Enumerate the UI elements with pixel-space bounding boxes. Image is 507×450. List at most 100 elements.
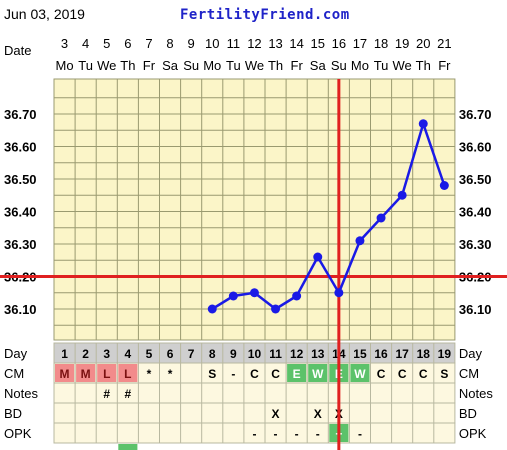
date-label: 11 bbox=[227, 36, 241, 51]
temperature-point bbox=[418, 119, 428, 129]
cm-cell: S bbox=[440, 367, 448, 381]
cycle-day-number: 17 bbox=[395, 347, 409, 361]
weekday-label: Th bbox=[268, 58, 283, 73]
weekday-label: Mo bbox=[351, 58, 369, 73]
cm-cell: C bbox=[250, 367, 259, 381]
y-tick-label-left: 36.70 bbox=[4, 107, 37, 122]
weekday-label: Fr bbox=[291, 58, 304, 73]
notes-cell: # bbox=[125, 387, 132, 401]
cm-cell: C bbox=[271, 367, 280, 381]
temperature-point bbox=[439, 181, 449, 190]
date-label: 4 bbox=[82, 36, 89, 51]
temperature-point bbox=[249, 288, 259, 298]
notes-row bbox=[53, 382, 456, 404]
date-label: 12 bbox=[247, 36, 261, 51]
temperature-point bbox=[228, 291, 238, 301]
date-label: 15 bbox=[311, 36, 325, 51]
temperature-point bbox=[313, 252, 323, 262]
date-label: 3 bbox=[61, 36, 68, 51]
cm-cell: C bbox=[398, 367, 407, 381]
date-label: 18 bbox=[374, 36, 388, 51]
cm-cell: S bbox=[208, 367, 216, 381]
weekday-label: Tu bbox=[374, 58, 389, 73]
cm-row-label-right: CM bbox=[459, 366, 479, 381]
weekday-label: Mo bbox=[56, 58, 74, 73]
day-row-label-right: Day bbox=[459, 346, 483, 361]
date-label: 5 bbox=[103, 36, 110, 51]
cycle-day-number: 10 bbox=[248, 347, 262, 361]
date-label: 20 bbox=[416, 36, 430, 51]
date-label: 8 bbox=[166, 36, 173, 51]
weekday-label: Th bbox=[120, 58, 135, 73]
weekday-label: Tu bbox=[226, 58, 241, 73]
date-label: 7 bbox=[145, 36, 152, 51]
date-label: 16 bbox=[332, 36, 346, 51]
cycle-day-number: 19 bbox=[438, 347, 452, 361]
cycle-day-number: 2 bbox=[82, 347, 89, 361]
weekday-label: Th bbox=[416, 58, 431, 73]
weekday-label: Fr bbox=[438, 58, 451, 73]
cycle-day-number: 4 bbox=[125, 347, 132, 361]
cm-cell-fill bbox=[350, 364, 370, 382]
opk-row-label: OPK bbox=[4, 426, 32, 441]
opk-cell: - bbox=[252, 427, 256, 441]
cycle-day-number: 11 bbox=[269, 347, 282, 361]
cycle-day-number: 15 bbox=[353, 347, 367, 361]
cm-cell: E bbox=[293, 367, 301, 381]
weekday-label: Su bbox=[331, 58, 347, 73]
date-label: 6 bbox=[124, 36, 131, 51]
weekday-label: Sa bbox=[310, 58, 327, 73]
cm-cell: C bbox=[377, 367, 386, 381]
y-tick-label-left: 36.40 bbox=[4, 205, 37, 220]
y-tick-label-left: 36.30 bbox=[4, 237, 37, 252]
weekday-label: Su bbox=[183, 58, 199, 73]
temperature-point bbox=[397, 190, 407, 200]
chart-date: Jun 03, 2019 bbox=[4, 6, 85, 22]
notes-cell: # bbox=[103, 387, 110, 401]
y-tick-label-left: 36.50 bbox=[4, 172, 37, 187]
cycle-day-number: 13 bbox=[311, 347, 325, 361]
opk-row-label-right: OPK bbox=[459, 426, 487, 441]
cycle-day-number: 5 bbox=[146, 347, 153, 361]
date-label: 19 bbox=[395, 36, 409, 51]
notes-row-label: Notes bbox=[4, 386, 38, 401]
cm-cell: * bbox=[168, 367, 173, 381]
cm-cell: * bbox=[147, 367, 152, 381]
date-label: 9 bbox=[188, 36, 195, 51]
y-tick-label-right: 36.30 bbox=[459, 237, 492, 252]
bd-row-label-right: BD bbox=[459, 406, 477, 421]
cm-cell-fill bbox=[97, 364, 117, 382]
cycle-day-number: 16 bbox=[374, 347, 388, 361]
cm-cell-fill bbox=[76, 364, 96, 382]
cm-cell: M bbox=[60, 367, 70, 381]
date-row-label: Date bbox=[4, 43, 31, 58]
cm-cell: L bbox=[103, 367, 110, 381]
temperature-point bbox=[376, 213, 386, 223]
cycle-day-number: 1 bbox=[61, 347, 68, 361]
notes-row-label-right: Notes bbox=[459, 386, 493, 401]
cycle-day-number: 9 bbox=[230, 347, 237, 361]
date-label: 13 bbox=[268, 36, 282, 51]
temperature-point bbox=[271, 304, 281, 314]
y-tick-label-left: 36.60 bbox=[4, 140, 37, 155]
site-logo-text[interactable]: FertilityFriend.com bbox=[180, 7, 350, 23]
cycle-day-number: 12 bbox=[290, 347, 304, 361]
bd-cell: X bbox=[272, 407, 280, 421]
bd-row-label: BD bbox=[4, 406, 22, 421]
date-label: 14 bbox=[289, 36, 303, 51]
opk-cell: - bbox=[316, 427, 320, 441]
opk-cell: - bbox=[295, 427, 299, 441]
weekday-label: We bbox=[97, 58, 116, 73]
weekday-label: We bbox=[245, 58, 264, 73]
cm-cell: W bbox=[354, 367, 366, 381]
cm-cell: M bbox=[81, 367, 91, 381]
cm-cell: L bbox=[124, 367, 131, 381]
weekday-label: Fr bbox=[143, 58, 156, 73]
y-tick-label-right: 36.70 bbox=[459, 107, 492, 122]
cm-cell-fill bbox=[308, 364, 328, 382]
date-label: 21 bbox=[437, 36, 451, 51]
cm-cell: C bbox=[419, 367, 428, 381]
date-label: 17 bbox=[353, 36, 367, 51]
y-tick-label-right: 36.60 bbox=[459, 140, 492, 155]
temperature-point bbox=[334, 288, 344, 298]
